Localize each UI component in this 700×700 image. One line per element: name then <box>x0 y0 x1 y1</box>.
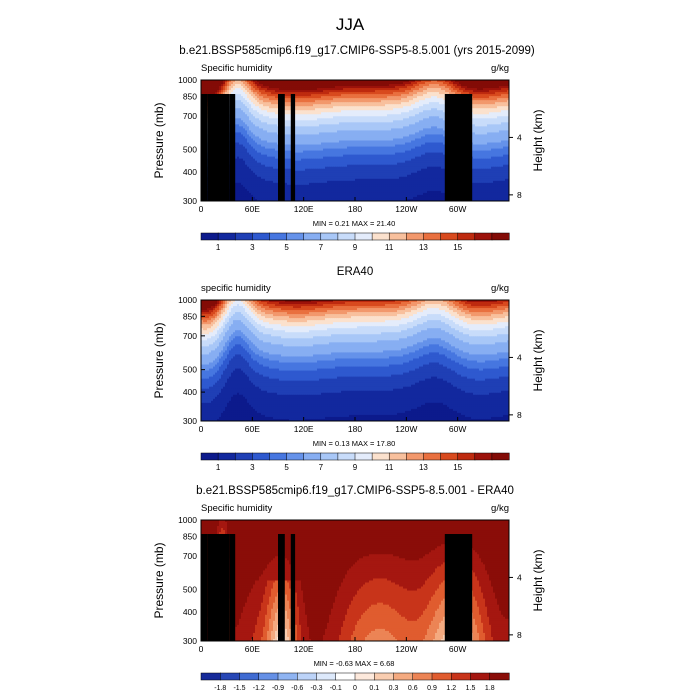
panel-title: b.e21.BSSP585cmip6.f19_g17.CMIP6-SSP5-8.… <box>179 45 535 57</box>
figure-canvas: JJA b.e21.BSSP585cmip6.f19_g17.CMIP6-SSP… <box>0 0 700 700</box>
panel-model: b.e21.BSSP585cmip6.f19_g17.CMIP6-SSP5-8.… <box>152 45 545 252</box>
panel-units-label: g/kg <box>491 63 509 74</box>
figure-title: JJA <box>336 15 365 34</box>
panel-left-label: Specific humidity <box>201 63 273 74</box>
